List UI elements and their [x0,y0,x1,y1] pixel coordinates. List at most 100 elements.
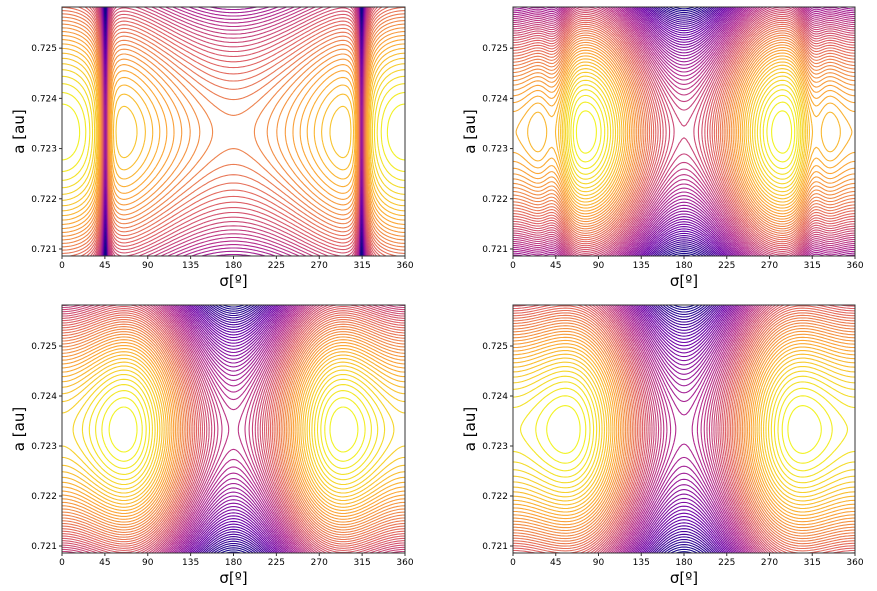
x-tick-label: 90 [593,558,605,568]
contour-line [102,7,365,256]
x-tick-label: 225 [268,558,285,568]
contour-line [187,305,280,553]
contour-line [513,370,855,489]
contour-line [513,7,855,256]
contour-line [513,375,855,484]
contour-line [62,63,405,201]
contour-line [535,395,833,464]
contour-line [513,34,855,230]
contour-line [202,305,265,553]
contour-line [108,406,359,453]
y-tick-label: 0.725 [31,342,57,352]
contour-line [641,305,727,553]
contour-line [564,79,804,185]
contour-line [630,7,738,256]
y-tick-label: 0.724 [31,94,57,104]
contour-line [62,43,405,221]
contour-line [513,305,855,553]
contour-line [62,328,405,531]
x-tick-label: 315 [354,261,371,271]
contour-line [101,397,366,462]
contour-panel-bottom-right: 0 45 90 135 180 225 270 315 360 0.721 0.722 0.723 0.… [461,304,864,587]
contour-line [513,339,855,520]
contour-line [513,325,855,534]
y-tick-label: 0.723 [482,145,508,155]
contour-line [62,318,405,541]
contour-line [513,312,855,547]
x-tick-label: 360 [396,261,413,271]
contour-line [62,312,405,547]
contour-line [103,7,364,256]
contour-line [62,351,405,508]
contour-line [62,305,405,553]
contour-line [513,17,855,247]
x-tick-label: 315 [804,261,821,271]
contour-line [189,305,278,553]
contour-line [513,314,855,545]
contour-line [513,381,855,478]
contour-line [513,346,855,513]
contour-line [173,305,294,553]
y-tick-label: 0.722 [31,492,57,502]
contour-line [101,7,366,256]
contour-line [513,30,855,234]
x-tick-label: 0 [510,261,516,271]
contour-line [513,13,855,251]
contour-line [62,344,405,515]
x-tick-label: 270 [761,261,778,271]
contour-line [513,317,855,542]
y-tick-label: 0.723 [482,442,508,452]
y-axis-label: a [au] [461,407,479,451]
y-tick-label: 0.725 [482,44,508,54]
x-tick-label: 360 [396,558,413,568]
contour-line [88,384,379,475]
x-tick-label: 225 [718,261,735,271]
y-tick-label: 0.722 [482,492,508,502]
contour-line [81,378,386,481]
contour-line [103,7,364,256]
contour-line [102,7,365,256]
contour-line [513,305,855,553]
contour-line [632,305,736,553]
contour-line [62,52,405,212]
contour-line [513,7,855,256]
x-tick-label: 45 [99,261,110,271]
contour-line [513,305,855,553]
contour-line [513,44,855,220]
contour-line [91,7,376,256]
contour-line [609,305,759,553]
contour-line [513,23,855,241]
contour-line [615,305,753,553]
contour-line [62,357,405,502]
contour-line [62,321,405,538]
contour-line [513,7,855,256]
contour-panel-top-right: 0 45 90 135 180 225 270 315 360 0.721 0.722 0.723 0.… [461,6,864,290]
contour-line [93,7,374,256]
contour-line [175,305,292,553]
contour-line [160,305,307,553]
contour-line [513,7,855,256]
y-tick-label: 0.722 [482,195,508,205]
contour-line [513,7,855,256]
contour-line [572,101,796,163]
contour-line [570,94,798,170]
contour-line [62,305,405,553]
x-tick-label: 0 [59,558,65,568]
contour-line [513,21,855,243]
y-tick-label: 0.725 [482,342,508,352]
x-tick-label: 0 [510,558,516,568]
contour-line [659,305,709,553]
contour-line [72,373,395,486]
contour-line [62,305,405,553]
contour-line [95,390,372,469]
contour-line [204,305,263,553]
contour-line [513,41,855,223]
contour-line [527,61,841,203]
contour-line [62,91,405,172]
contour-line [657,7,711,256]
contour-line [568,89,800,175]
contour-line [62,339,405,520]
x-tick-label: 135 [633,558,650,568]
contour-line [575,110,793,154]
contour-line [513,307,855,552]
